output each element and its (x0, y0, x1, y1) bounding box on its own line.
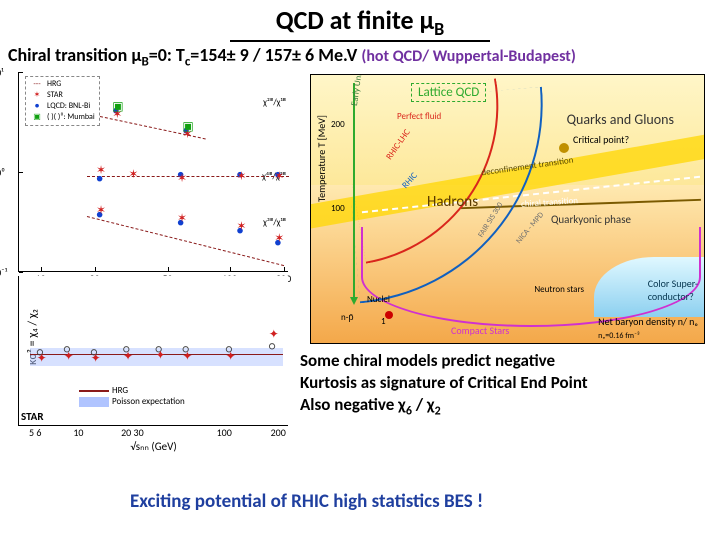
chart-moments: ---HRG✶STAR●LQCD: BNL-Bi▣( )( )⁰: Mumbai… (18, 72, 288, 272)
nuclei-point (385, 311, 393, 319)
csc-label: Color Super- conductor? (648, 277, 698, 303)
data-point: ✶ (96, 167, 106, 175)
qgp-label: Quarks and Gluons (567, 111, 674, 128)
data-point: ✦ (226, 353, 236, 361)
data-point: ✦ (91, 355, 101, 363)
compact-stars-label: Compact Stars (451, 324, 509, 337)
bes-statement: Exciting potential of RHIC high statisti… (130, 490, 483, 513)
star-label: STAR (21, 410, 44, 423)
legend-top: ---HRG✶STAR●LQCD: BNL-Bi▣( )( )⁰: Mumbai (25, 76, 100, 126)
data-point: ✶ (128, 171, 138, 179)
data-point: ▣ (112, 103, 123, 111)
npb-label: n-p̄ (341, 312, 354, 323)
title-text: QCD at finite μ (276, 4, 434, 36)
data-point: ✶ (177, 215, 187, 223)
data-point: ✦ (155, 352, 165, 360)
data-point: ✶ (236, 173, 246, 181)
data-point: ✶ (177, 175, 187, 183)
data-point: ✦ (269, 331, 279, 339)
pd-xlabel: Net baryon density n/ nₒ nₒ=0.16 fm⁻³ (598, 315, 698, 341)
nuclei-label: Nuclei (367, 294, 390, 305)
quarkyonic-label: Quarkyonic phase (551, 213, 631, 226)
data-point: ✶ (274, 235, 284, 243)
data-point: ○ (269, 343, 276, 351)
perfect-fluid-label: Perfect fluid (397, 111, 441, 122)
chart-kurtosis: κσ² = χ₄ / χ₂ STAR HRGPoisson expectatio… (18, 276, 288, 426)
lattice-qcd-label: Lattice QCD (411, 83, 486, 102)
data-point: ✶ (96, 207, 106, 215)
subtitle: Chiral transition μB=0: Tc=154± 9 / 157±… (0, 42, 720, 72)
critical-point (559, 143, 569, 153)
hot-qcd-label: (hot QCD/ Wuppertal-Budapest) (361, 47, 575, 66)
legend-bottom: HRGPoisson expectation (79, 385, 185, 407)
data-point: ✦ (37, 355, 47, 363)
data-point: ✦ (182, 353, 192, 361)
neutron-stars-label: Neutron stars (534, 284, 584, 295)
pd-ylabel: Temperature T [MeV] (315, 115, 328, 202)
hadrons-label: Hadrons (427, 193, 478, 211)
data-point: ✦ (64, 353, 74, 361)
phase-diagram: Lattice QCD Early Universe Quarks and Gl… (310, 74, 705, 344)
data-point: ▣ (182, 123, 193, 131)
data-point: ✶ (236, 223, 246, 231)
page-title: QCD at finite μB (0, 0, 720, 40)
data-point: ✦ (123, 353, 133, 361)
notes-text: Some chiral models predict negative Kurt… (300, 350, 588, 422)
title-sub: B (434, 18, 444, 40)
left-column: ---HRG✶STAR●LQCD: BNL-Bi▣( )( )⁰: Mumbai… (0, 72, 300, 426)
data-point: ✶ (274, 173, 284, 181)
critical-point-label: Critical point? (573, 133, 629, 146)
